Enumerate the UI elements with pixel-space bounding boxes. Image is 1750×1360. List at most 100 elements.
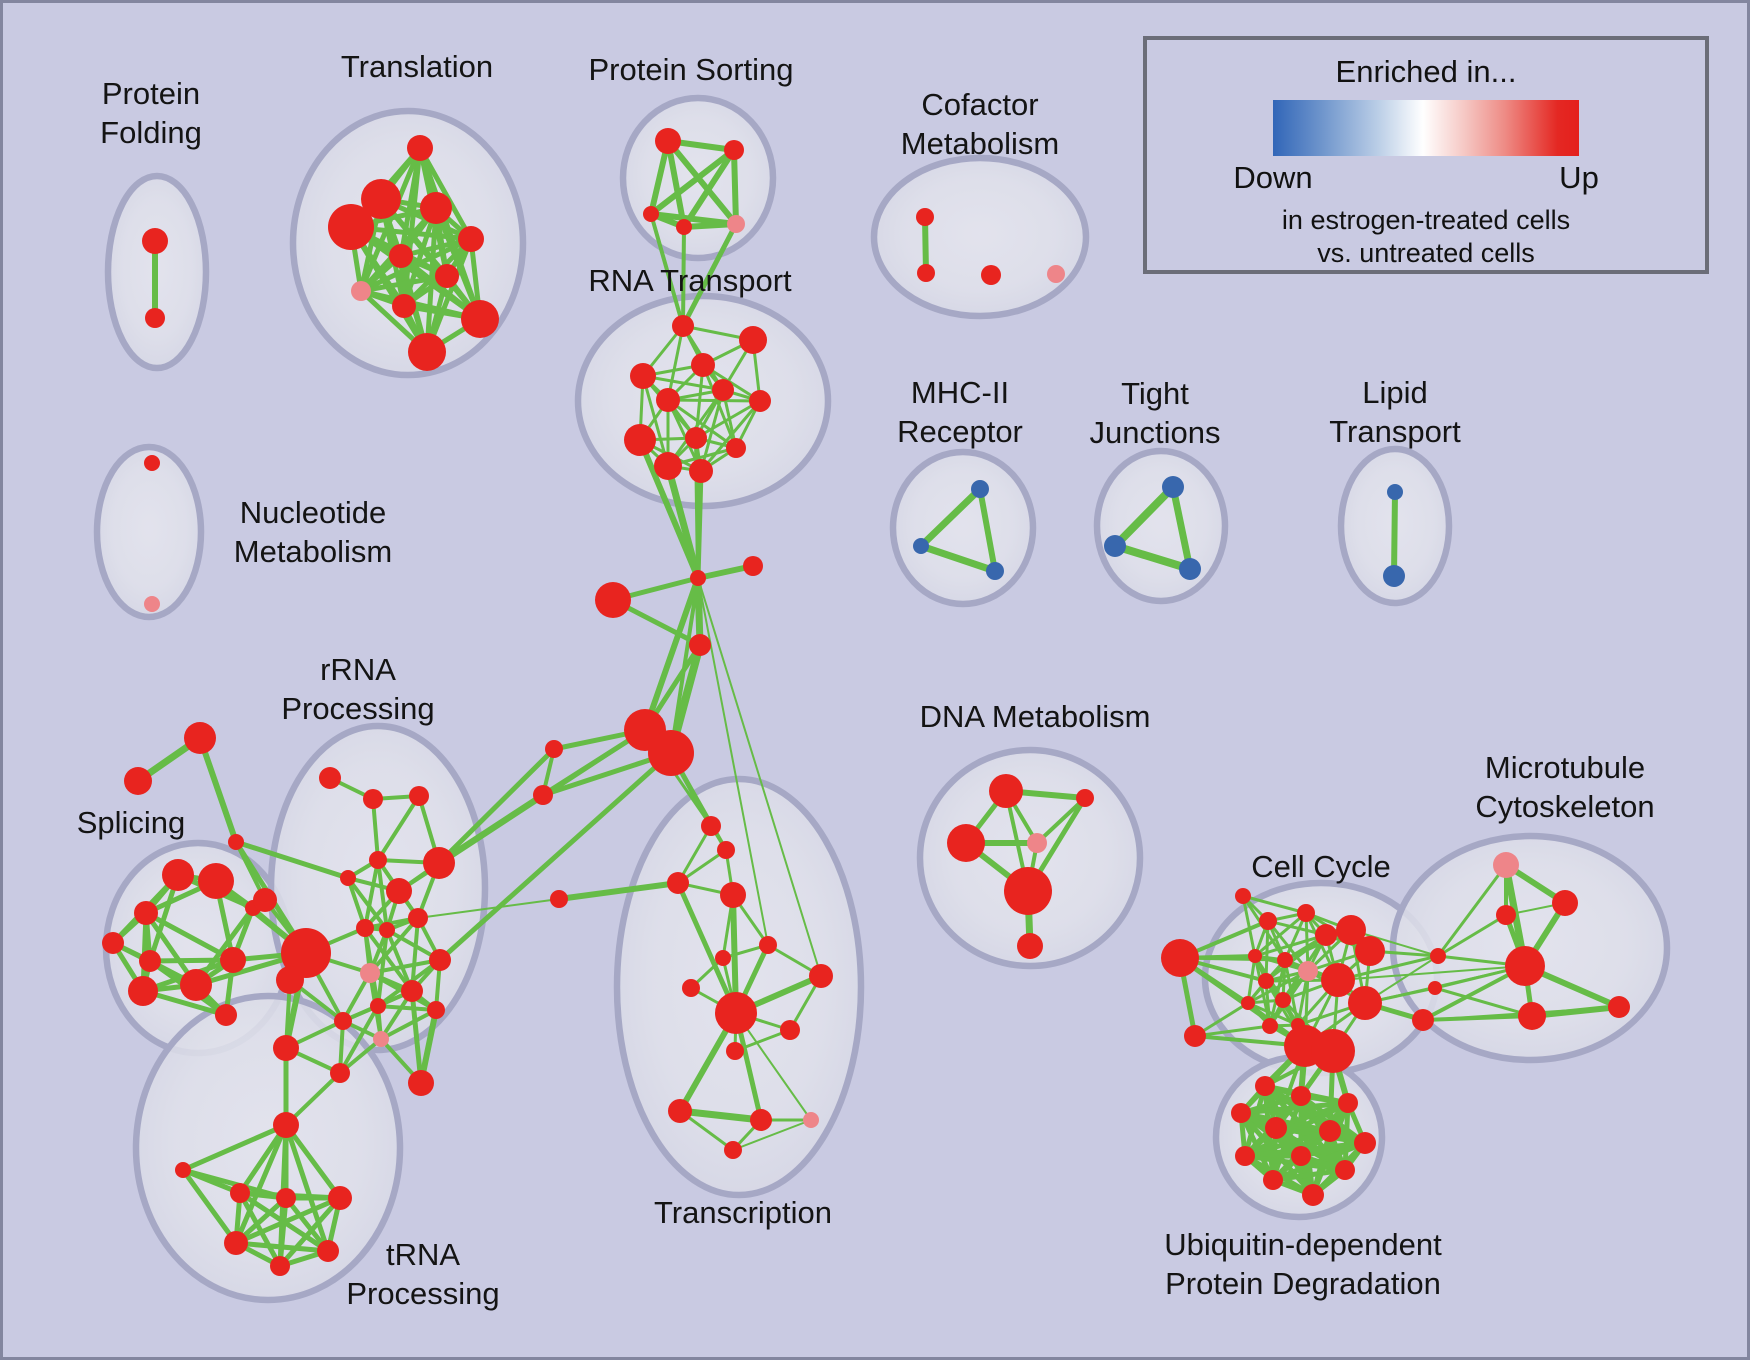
gene-set-node-tr8[interactable] <box>809 964 833 988</box>
gene-set-node-cc0[interactable] <box>1235 888 1251 904</box>
gene-set-node-tr15[interactable] <box>724 1141 742 1159</box>
gene-set-node-ps2[interactable] <box>724 140 744 160</box>
gene-set-node-mh1[interactable] <box>971 480 989 498</box>
gene-set-node-sp4[interactable] <box>102 932 124 954</box>
gene-set-node-td[interactable] <box>224 1231 248 1255</box>
gene-set-node-u5[interactable] <box>1265 1117 1287 1139</box>
gene-set-node-u2[interactable] <box>1291 1086 1311 1106</box>
gene-set-node-cc2[interactable] <box>1297 904 1315 922</box>
gene-set-node-r11[interactable] <box>356 919 374 937</box>
gene-set-node-rt10[interactable] <box>689 459 713 483</box>
gene-set-node-u7[interactable] <box>1354 1132 1376 1154</box>
gene-set-node-rh1[interactable] <box>281 928 331 978</box>
gene-set-node-tr5[interactable] <box>759 936 777 954</box>
gene-set-node-tr12[interactable] <box>668 1099 692 1123</box>
gene-set-node-r3[interactable] <box>409 786 429 806</box>
gene-set-node-cc9[interactable] <box>1321 963 1355 997</box>
gene-set-node-rt6[interactable] <box>656 388 680 412</box>
gene-set-node-lt1[interactable] <box>1387 484 1403 500</box>
gene-set-node-cf3[interactable] <box>981 265 1001 285</box>
gene-set-node-rt0[interactable] <box>672 315 694 337</box>
gene-set-node-r14[interactable] <box>360 963 380 983</box>
gene-set-node-tr14[interactable] <box>803 1112 819 1128</box>
gene-set-node-mt1[interactable] <box>1493 852 1519 878</box>
gene-set-node-rt5[interactable] <box>749 390 771 412</box>
gene-set-node-u12[interactable] <box>1302 1184 1324 1206</box>
gene-set-node-tf[interactable] <box>270 1256 290 1276</box>
gene-set-node-r17[interactable] <box>370 998 386 1014</box>
gene-set-node-u11[interactable] <box>1263 1170 1283 1190</box>
gene-set-node-d3[interactable] <box>947 824 985 862</box>
gene-set-node-sp1[interactable] <box>162 859 194 891</box>
gene-set-node-ta[interactable] <box>230 1183 250 1203</box>
gene-set-node-tr10[interactable] <box>780 1020 800 1040</box>
gene-set-node-cf4[interactable] <box>1047 265 1065 283</box>
gene-set-node-d1[interactable] <box>989 774 1023 808</box>
gene-set-node-te[interactable] <box>317 1240 339 1262</box>
gene-set-node-t10[interactable] <box>461 300 499 338</box>
gene-set-node-sp8[interactable] <box>220 947 246 973</box>
gene-set-node-u10[interactable] <box>1335 1160 1355 1180</box>
gene-set-node-mt5[interactable] <box>1608 996 1630 1018</box>
gene-set-node-tj2[interactable] <box>1104 535 1126 557</box>
gene-set-node-sp2[interactable] <box>198 863 234 899</box>
gene-set-node-r10[interactable] <box>408 908 428 928</box>
gene-set-node-r6[interactable] <box>369 851 387 869</box>
gene-set-node-ti[interactable] <box>175 1162 191 1178</box>
gene-set-node-u8[interactable] <box>1235 1146 1255 1166</box>
gene-set-node-u4[interactable] <box>1231 1103 1251 1123</box>
gene-set-node-r18[interactable] <box>334 1012 352 1030</box>
gene-set-node-pf2[interactable] <box>145 308 165 328</box>
gene-set-node-r2[interactable] <box>363 789 383 809</box>
gene-set-node-rt8[interactable] <box>685 427 707 449</box>
gene-set-node-rt11[interactable] <box>654 452 682 480</box>
gene-set-node-cc12[interactable] <box>1258 973 1274 989</box>
gene-set-node-tri3[interactable] <box>228 834 244 850</box>
gene-set-node-cc1[interactable] <box>1259 912 1277 930</box>
gene-set-node-sp5[interactable] <box>139 950 161 972</box>
gene-set-node-m1[interactable] <box>550 890 568 908</box>
gene-set-node-cc10[interactable] <box>1348 986 1382 1020</box>
gene-set-node-ccb2[interactable] <box>1311 1029 1355 1073</box>
gene-set-node-cn3[interactable] <box>1412 1009 1434 1031</box>
gene-set-node-rt7[interactable] <box>624 424 656 456</box>
gene-set-node-ps5[interactable] <box>727 215 745 233</box>
gene-set-node-ps3[interactable] <box>643 206 659 222</box>
gene-set-node-tr13[interactable] <box>750 1109 772 1131</box>
gene-set-node-cc17[interactable] <box>1184 1025 1206 1047</box>
gene-set-node-sp7[interactable] <box>180 969 212 1001</box>
gene-set-node-x2[interactable] <box>545 740 563 758</box>
gene-set-node-u9[interactable] <box>1291 1146 1311 1166</box>
gene-set-node-cc5[interactable] <box>1355 936 1385 966</box>
gene-set-node-s2[interactable] <box>743 556 763 576</box>
gene-set-node-tj1[interactable] <box>1162 476 1184 498</box>
gene-set-node-mh3[interactable] <box>986 562 1004 580</box>
gene-set-node-u1[interactable] <box>1255 1076 1275 1096</box>
gene-set-node-mt4[interactable] <box>1505 946 1545 986</box>
gene-set-node-r24[interactable] <box>408 1070 434 1096</box>
gene-set-node-cc3[interactable] <box>1315 924 1337 946</box>
gene-set-node-nm1[interactable] <box>144 455 160 471</box>
gene-set-node-d2[interactable] <box>1076 789 1094 807</box>
gene-set-node-r5[interactable] <box>253 888 277 912</box>
gene-set-node-cc8[interactable] <box>1298 961 1318 981</box>
gene-set-node-x1[interactable] <box>533 785 553 805</box>
gene-set-node-cf0[interactable] <box>1161 939 1199 977</box>
gene-set-node-rt9[interactable] <box>726 438 746 458</box>
gene-set-node-tr3[interactable] <box>667 872 689 894</box>
gene-set-node-tr2[interactable] <box>717 841 735 859</box>
gene-set-node-cc15[interactable] <box>1262 1018 1278 1034</box>
gene-set-node-ps4[interactable] <box>676 219 692 235</box>
gene-set-node-t8[interactable] <box>351 281 371 301</box>
gene-set-node-sp6[interactable] <box>128 976 158 1006</box>
gene-set-node-t7[interactable] <box>435 264 459 288</box>
gene-set-node-tr9[interactable] <box>715 992 757 1034</box>
gene-set-node-tj3[interactable] <box>1179 558 1201 580</box>
gene-set-node-tri2[interactable] <box>124 767 152 795</box>
gene-set-node-r9[interactable] <box>423 847 455 879</box>
gene-set-node-mh2[interactable] <box>913 538 929 554</box>
gene-set-node-sp3[interactable] <box>134 901 158 925</box>
gene-set-node-u6[interactable] <box>1319 1120 1341 1142</box>
gene-set-node-t3[interactable] <box>420 192 452 224</box>
gene-set-node-t4[interactable] <box>328 204 374 250</box>
